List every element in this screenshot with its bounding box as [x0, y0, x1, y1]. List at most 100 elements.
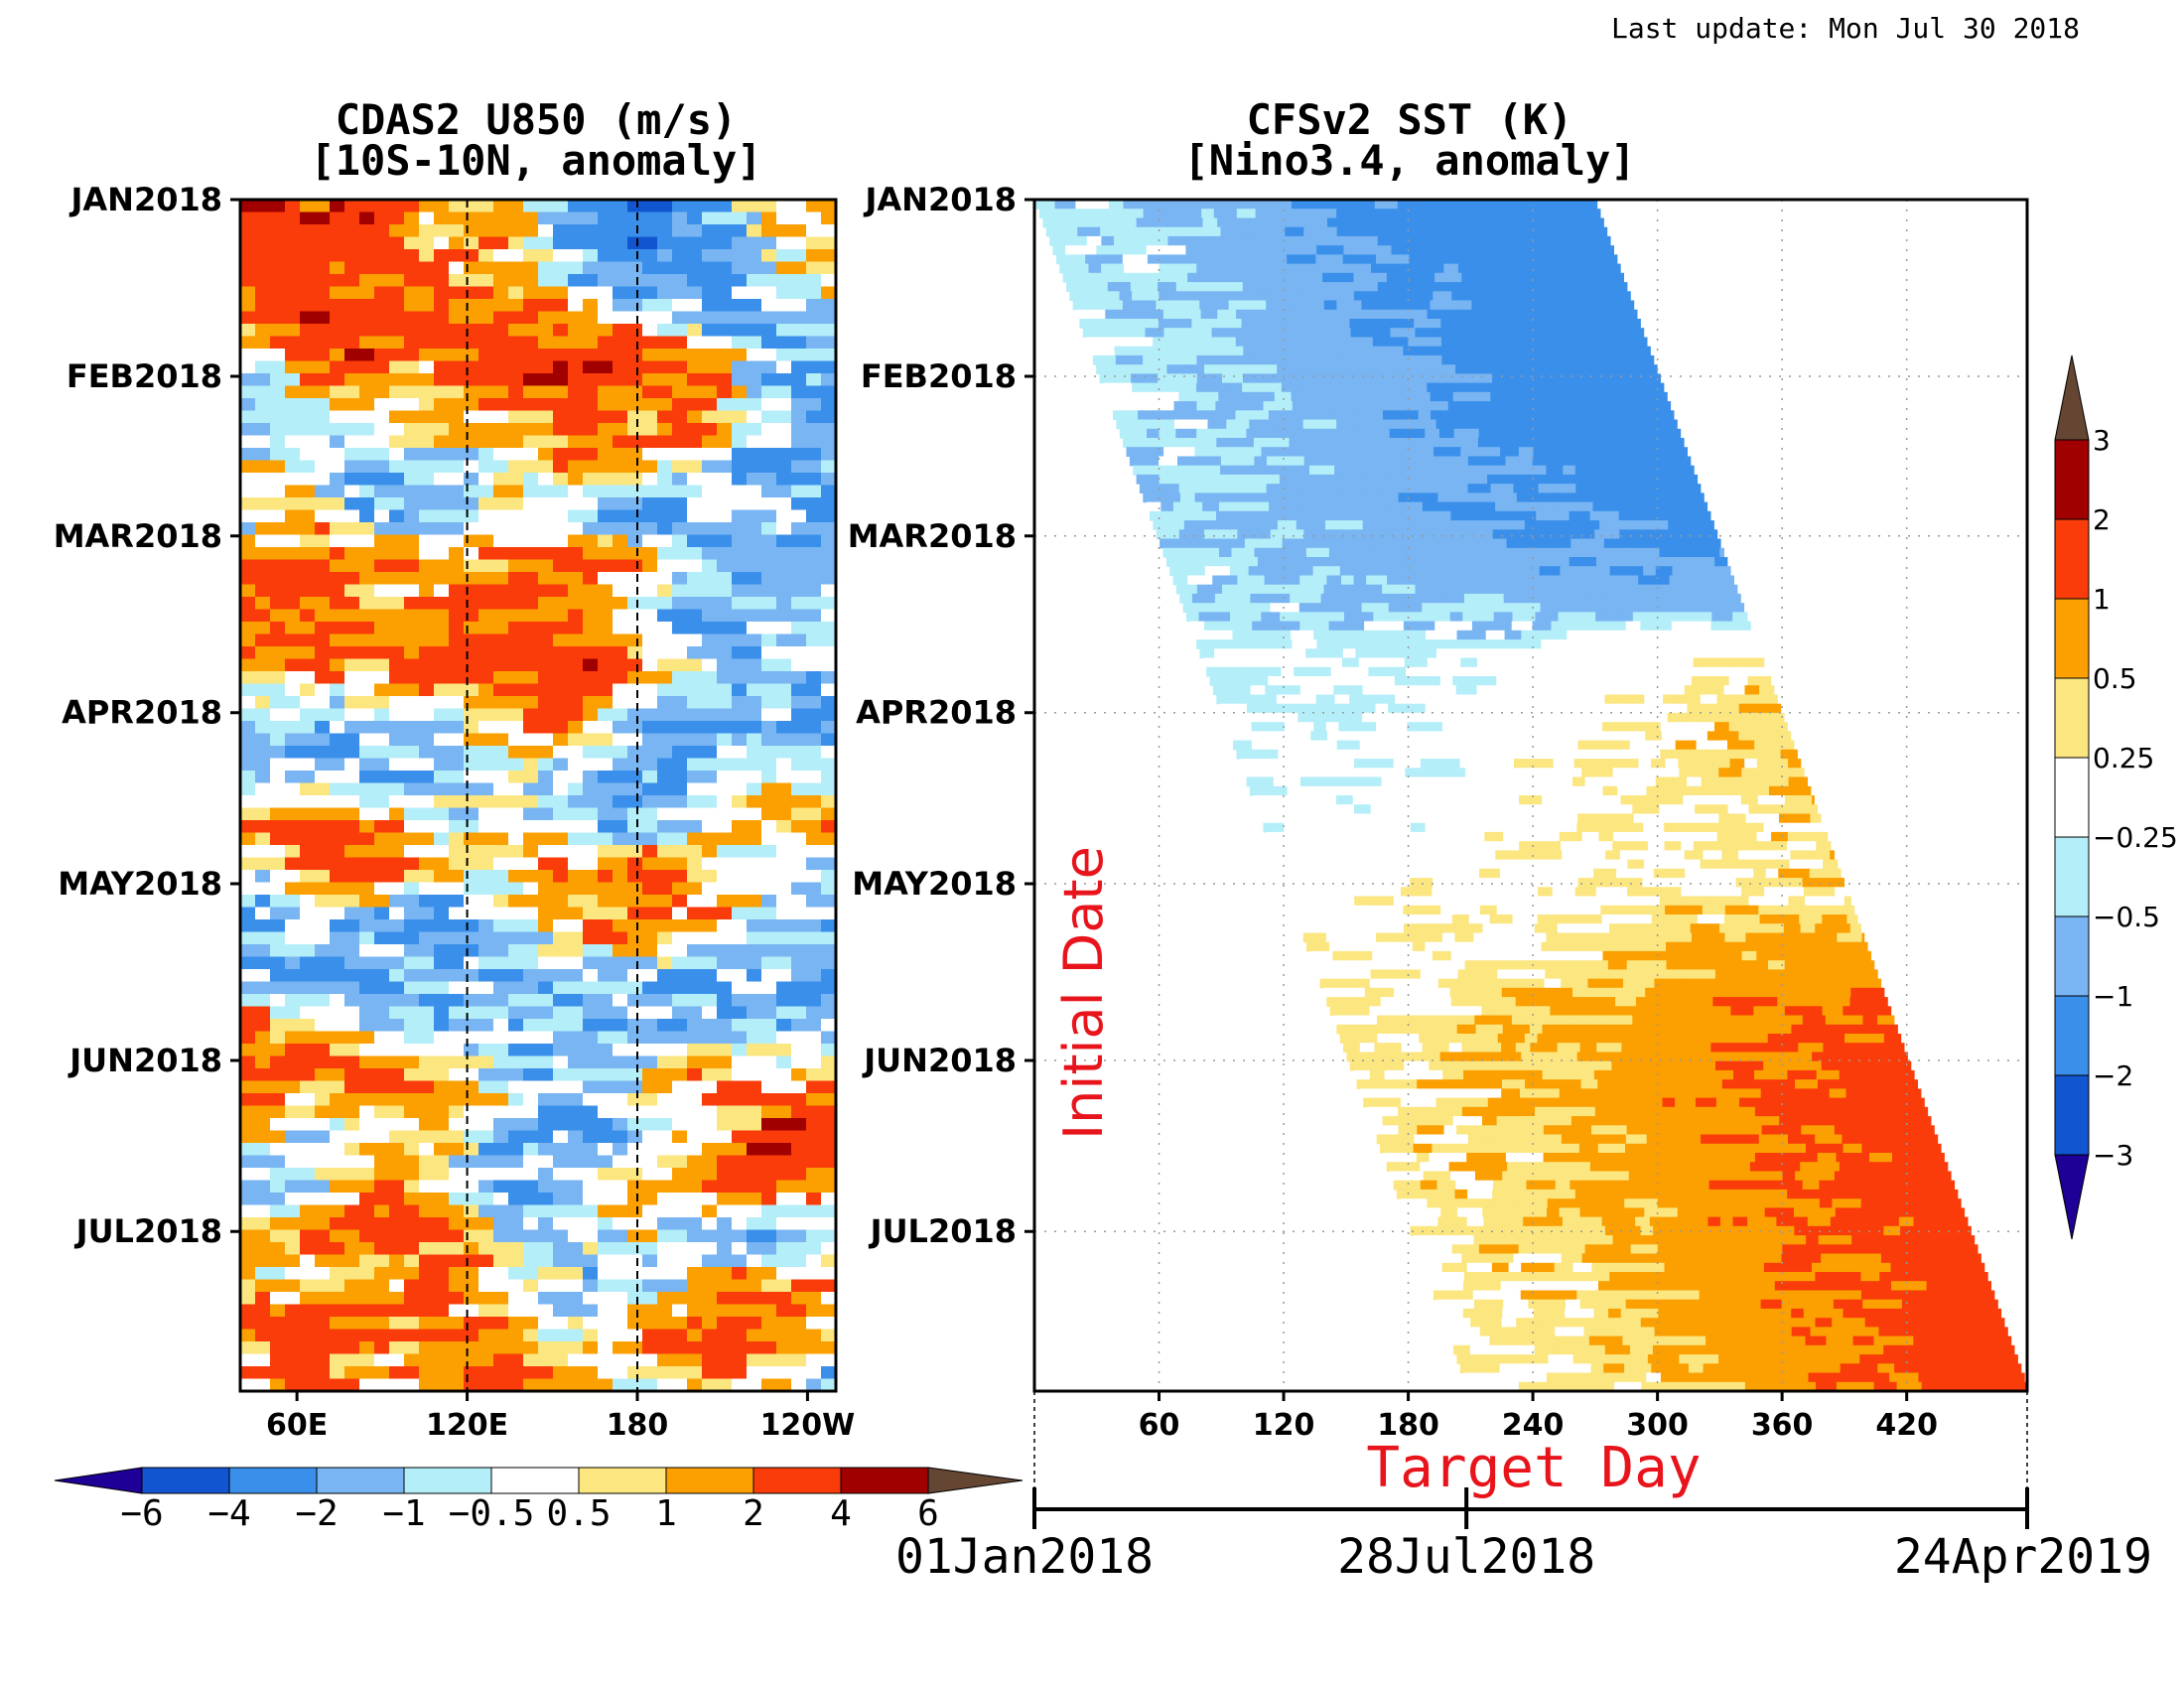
- u850-cell: [270, 758, 316, 772]
- sst-cell: [1340, 484, 1365, 493]
- sst-cell: [1866, 969, 1878, 980]
- sst-cell: [1178, 391, 1219, 402]
- sst-cell: [1278, 795, 1294, 805]
- u850-cell: [270, 708, 301, 722]
- sst-colorbar-label: −0.25: [2093, 821, 2178, 854]
- sst-cell: [1711, 987, 1748, 998]
- sst-cell: [1733, 1060, 1764, 1071]
- u850-cell: [240, 274, 286, 288]
- u850-cell: [687, 1155, 718, 1169]
- sst-cell: [1427, 1198, 1440, 1208]
- u850-cell: [464, 622, 509, 635]
- sst-cell: [1454, 438, 1479, 448]
- sst-cell: [1357, 419, 1398, 430]
- u850-cell: [419, 249, 435, 263]
- sst-cell: [1939, 1299, 1964, 1310]
- sst-cell: [1557, 950, 1572, 961]
- u850-cell: [270, 1193, 286, 1206]
- u850-cell: [568, 671, 614, 685]
- sst-cell: [1443, 960, 1466, 970]
- u850-cell: [389, 1341, 420, 1355]
- sst-cell: [1570, 694, 1606, 705]
- sst-cell: [1675, 1162, 1700, 1172]
- u850-cell: [702, 274, 748, 288]
- sst-cell: [1370, 850, 1386, 861]
- sst-cell: [1747, 1125, 1763, 1136]
- sst-cell: [1833, 1299, 1851, 1310]
- sst-cell: [1685, 465, 1695, 476]
- u850-cell: [732, 1341, 748, 1355]
- sst-cell: [1483, 1216, 1524, 1227]
- u850-cell: [464, 224, 494, 238]
- sst-cell: [1354, 804, 1372, 814]
- u850-cell: [240, 956, 286, 970]
- sst-cell: [1655, 1079, 1684, 1089]
- u850-cell: [642, 1068, 688, 1082]
- u850-cell: [508, 931, 554, 945]
- u850-colorbar-swatch: [490, 1467, 580, 1494]
- sst-cell: [1597, 1143, 1626, 1154]
- u850-cell: [613, 349, 628, 362]
- sst-cell: [1596, 547, 1631, 558]
- sst-cell: [1852, 1060, 1880, 1071]
- sst-cell: [1913, 1216, 1938, 1227]
- u850-cell: [642, 448, 673, 462]
- u850-cell: [330, 1155, 375, 1169]
- u850-cell: [508, 1193, 554, 1206]
- sst-cell: [1495, 501, 1523, 512]
- sst-cell: [1738, 1290, 1779, 1301]
- u850-cell: [434, 584, 450, 598]
- sst-cell: [1958, 1207, 1966, 1218]
- u850-cell: [330, 360, 360, 374]
- sst-cell: [1524, 969, 1546, 980]
- sst-cell: [1138, 200, 1174, 210]
- u850-cell: [583, 994, 614, 1008]
- sst-cell: [1836, 1381, 1858, 1391]
- sst-cell: [1680, 456, 1692, 467]
- sst-cell: [1706, 731, 1739, 742]
- u850-cell: [404, 671, 435, 685]
- u850-cell: [687, 200, 733, 213]
- sst-cell: [1325, 510, 1358, 521]
- sst-cell: [1776, 1381, 1817, 1391]
- sst-cell: [1645, 373, 1661, 384]
- u850-cell: [627, 1143, 673, 1157]
- sst-cell: [1101, 235, 1115, 246]
- u850-cell: [791, 782, 836, 796]
- sst-cell: [1114, 346, 1132, 356]
- sst-cell: [1481, 1006, 1495, 1017]
- sst-cell: [1212, 685, 1252, 695]
- u850-cell: [761, 1317, 777, 1331]
- sst-cell: [1675, 1097, 1697, 1108]
- u850-x-tick-label: 120E: [426, 1408, 508, 1443]
- u850-cell: [330, 1353, 375, 1367]
- u850-cell: [672, 1006, 703, 1020]
- sst-cell: [1212, 410, 1237, 421]
- sst-cell: [1674, 1216, 1689, 1227]
- sst-cell: [1613, 309, 1638, 320]
- u850-cell: [776, 236, 807, 250]
- sst-cell: [1479, 905, 1498, 915]
- sst-cell: [1610, 346, 1637, 356]
- u850-cell: [553, 522, 584, 536]
- sst-cell: [1159, 428, 1176, 439]
- u850-cell: [240, 522, 256, 536]
- sst-cell: [1214, 484, 1236, 493]
- sst-cell: [1955, 1235, 1969, 1245]
- u850-cell: [538, 981, 554, 995]
- u850-cell: [285, 882, 301, 896]
- u850-cell: [285, 671, 316, 685]
- sst-cell: [1690, 575, 1718, 586]
- u850-cell: [806, 981, 836, 995]
- u850-cell: [627, 1366, 658, 1380]
- sst-cell: [1873, 1336, 1898, 1346]
- u850-cell: [657, 771, 688, 784]
- sst-cell: [1788, 804, 1819, 814]
- u850-colorbar-label: −6: [120, 1493, 163, 1534]
- sst-cell: [1469, 722, 1491, 732]
- sst-cell: [1266, 831, 1302, 842]
- sst-cell: [1423, 1171, 1451, 1182]
- sst-cell: [1531, 1244, 1557, 1255]
- sst-cell: [1279, 759, 1315, 769]
- sst-cell: [1606, 878, 1644, 888]
